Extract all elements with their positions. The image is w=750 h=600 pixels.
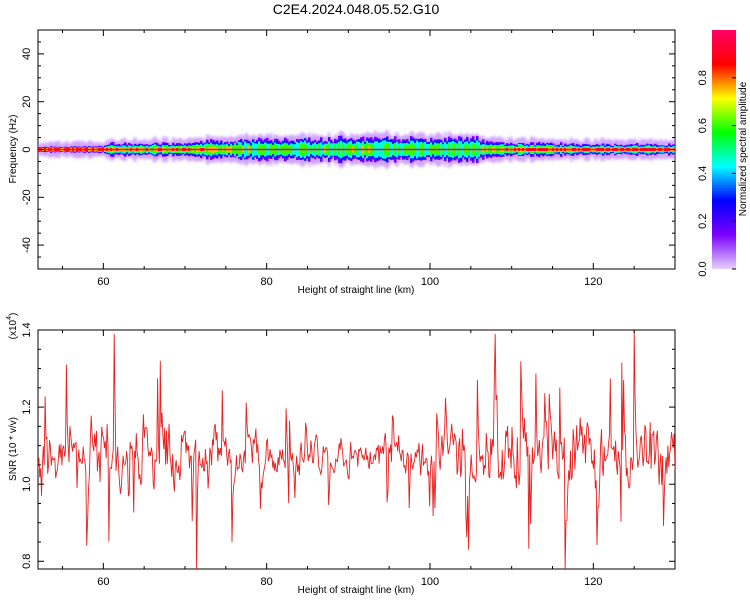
bottom-y-axis-label: SNR (10 * v/v) xyxy=(8,417,19,481)
top-axes: 60 80 100 120 -40 -20 0 20 40 xyxy=(21,29,676,288)
top-y-axis-label: Frequency (Hz) xyxy=(8,115,19,184)
y-tick-label: -20 xyxy=(21,189,33,205)
bottom-y-multiplier: (x104) xyxy=(6,313,19,340)
snr-series-line xyxy=(38,330,675,569)
x-tick-label: 60 xyxy=(97,276,109,288)
x-tick-label: 60 xyxy=(97,576,109,588)
top-x-axis-label: Height of straight line (km) xyxy=(298,285,415,296)
colorbar-tick-label: 0.6 xyxy=(697,118,709,133)
x-tick-label: 80 xyxy=(261,276,273,288)
snr-series-layer xyxy=(38,330,675,569)
bottom-plot-frame xyxy=(37,329,676,570)
colorbar-tick-label: 0.2 xyxy=(697,214,709,229)
figure-title: C2E4.2024.048.05.52.G10 xyxy=(273,1,440,17)
multiplier-base: (x10 xyxy=(8,319,19,339)
colorbar-tick-label: 0.8 xyxy=(697,70,709,85)
y-tick-label: 1.0 xyxy=(21,477,33,492)
colorbar-ticks: 0.0 0.2 0.4 0.6 0.8 xyxy=(697,70,736,277)
y-tick-label: 0 xyxy=(21,146,33,152)
x-tick-label: 100 xyxy=(421,576,439,588)
x-tick-label: 80 xyxy=(261,576,273,588)
bottom-axes: 60 80 100 120 0.8 1.0 1.2 1.4 xyxy=(21,322,676,588)
colorbar-tick-label: 0.4 xyxy=(697,166,709,181)
x-tick-label: 120 xyxy=(584,576,602,588)
x-tick-label: 120 xyxy=(584,276,602,288)
colorbar: 0.0 0.2 0.4 0.6 0.8 Normalized spectral ampl… xyxy=(697,30,749,277)
spectrum-heatmap-plot: 60 80 100 120 -40 -20 0 20 40 Height of straight… xyxy=(8,29,676,296)
colorbar-gradient xyxy=(712,30,736,269)
y-tick-label: 1.4 xyxy=(21,322,33,337)
bottom-x-axis-label: Height of straight line (km) xyxy=(298,585,415,596)
colorbar-label: Normalized spectral amplitude xyxy=(738,81,749,216)
multiplier-exponent: 4 xyxy=(6,316,13,320)
multiplier-close: ) xyxy=(8,313,19,316)
y-tick-label: 20 xyxy=(21,96,33,108)
y-tick-label: 40 xyxy=(21,48,33,60)
y-tick-label: 1.2 xyxy=(21,399,33,414)
x-tick-label: 100 xyxy=(421,276,439,288)
snr-line-plot: 60 80 100 120 0.8 1.0 1.2 1.4 Height of straigh… xyxy=(6,313,676,596)
spectrum-band-layer xyxy=(38,129,675,170)
y-tick-label: 0.8 xyxy=(21,554,33,569)
y-tick-label: -40 xyxy=(21,237,33,253)
colorbar-tick-label: 0.0 xyxy=(697,261,709,276)
